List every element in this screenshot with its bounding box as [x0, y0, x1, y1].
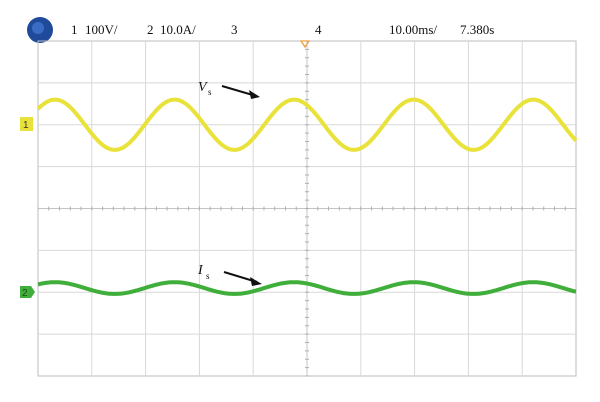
- time-position-readout: 7.380s: [460, 22, 494, 37]
- trigger-position-marker: [299, 40, 311, 49]
- is-label: I: [197, 263, 204, 278]
- scope-grid: [37, 40, 577, 377]
- is-label-sub: s: [206, 271, 210, 281]
- is-annotation: I s: [197, 263, 262, 286]
- scope-logo-highlight: [32, 22, 44, 34]
- ch3-number: 3: [231, 22, 238, 37]
- status-bar: 1 100V/ 2 10.0A/ 3 4 10.00ms/ 7.380s: [27, 17, 494, 43]
- ch1-voltage-waveform: [36, 97, 578, 152]
- ch1-level-label: 1: [23, 120, 29, 131]
- ch2-current-waveform: [37, 280, 577, 296]
- ch4-number: 4: [315, 22, 322, 37]
- ch1-scale: 100V/: [85, 22, 118, 37]
- ch2-scale: 10.0A/: [160, 22, 196, 37]
- ch2-level-label: 2: [22, 288, 28, 299]
- ch1-level-marker: 1: [20, 117, 33, 131]
- ch2-level-marker: 2: [20, 286, 35, 299]
- waveforms: [36, 97, 578, 296]
- vs-label-sub: s: [208, 87, 212, 97]
- vs-annotation: V s: [198, 80, 260, 99]
- ch1-number: 1: [71, 22, 78, 37]
- timebase-readout: 10.00ms/: [389, 22, 437, 37]
- ch2-number: 2: [147, 22, 154, 37]
- vs-label: V: [198, 80, 208, 95]
